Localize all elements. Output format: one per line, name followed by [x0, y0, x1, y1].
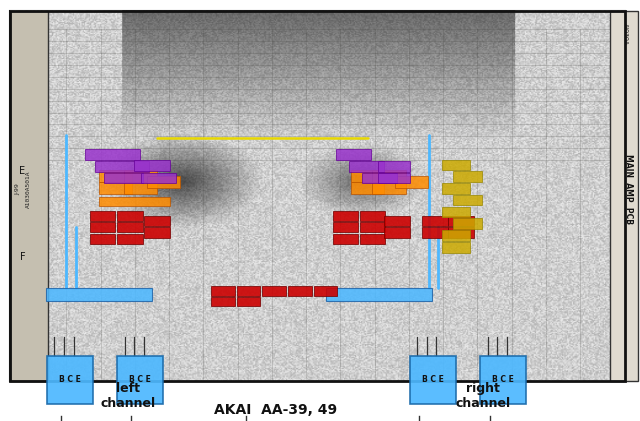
- Bar: [453, 195, 482, 205]
- Bar: [237, 297, 260, 306]
- Bar: [141, 173, 176, 183]
- Bar: [453, 171, 482, 182]
- Bar: [104, 173, 143, 183]
- Bar: [288, 286, 312, 296]
- Bar: [442, 242, 470, 253]
- Bar: [211, 297, 235, 306]
- Bar: [410, 356, 456, 404]
- Text: right
channel: right channel: [456, 382, 511, 410]
- Bar: [134, 160, 170, 171]
- Text: MAIN  AMP  PCB: MAIN AMP PCB: [624, 155, 633, 224]
- Bar: [117, 234, 143, 244]
- Text: AKAI  AA-39, 49: AKAI AA-39, 49: [214, 403, 337, 418]
- Bar: [85, 149, 140, 160]
- Bar: [99, 197, 170, 206]
- Bar: [349, 161, 384, 172]
- Bar: [422, 216, 448, 226]
- Text: left
channel: left channel: [100, 382, 156, 410]
- Bar: [333, 210, 358, 221]
- Bar: [147, 176, 180, 188]
- Bar: [362, 173, 397, 183]
- Bar: [144, 227, 170, 238]
- Bar: [144, 216, 170, 226]
- Text: F: F: [20, 252, 25, 262]
- Bar: [360, 234, 385, 244]
- Bar: [448, 227, 474, 238]
- Bar: [95, 161, 149, 172]
- Bar: [442, 160, 470, 170]
- Bar: [10, 11, 48, 381]
- Bar: [90, 210, 115, 221]
- Bar: [124, 182, 157, 194]
- Text: AI030A: AI030A: [623, 23, 628, 45]
- Bar: [422, 227, 448, 238]
- Bar: [442, 207, 470, 217]
- Bar: [99, 182, 132, 194]
- Text: B C E: B C E: [129, 376, 151, 384]
- Bar: [351, 182, 384, 194]
- Bar: [333, 234, 358, 244]
- Bar: [99, 170, 132, 182]
- Text: E: E: [19, 165, 26, 176]
- Bar: [10, 11, 625, 381]
- Bar: [262, 286, 286, 296]
- Text: J-99: J-99: [15, 184, 20, 195]
- Bar: [237, 286, 260, 296]
- Bar: [453, 218, 482, 229]
- Bar: [372, 170, 406, 182]
- Text: B C E: B C E: [59, 376, 81, 384]
- Text: B C E: B C E: [492, 376, 514, 384]
- Bar: [610, 11, 638, 381]
- Bar: [395, 176, 428, 188]
- Bar: [90, 222, 115, 232]
- Bar: [360, 210, 385, 221]
- Bar: [46, 288, 152, 301]
- Bar: [326, 288, 432, 301]
- Bar: [117, 356, 163, 404]
- Bar: [448, 216, 474, 226]
- Bar: [10, 11, 625, 381]
- Bar: [314, 286, 337, 296]
- Bar: [480, 356, 526, 404]
- Bar: [211, 286, 235, 296]
- Bar: [360, 222, 385, 232]
- Bar: [117, 210, 143, 221]
- Bar: [351, 170, 384, 182]
- Bar: [47, 356, 93, 404]
- Bar: [442, 230, 470, 241]
- Text: A1030A501A: A1030A501A: [26, 171, 31, 208]
- Bar: [378, 173, 410, 183]
- Bar: [90, 234, 115, 244]
- Bar: [117, 222, 143, 232]
- Bar: [442, 183, 470, 194]
- Bar: [372, 182, 406, 194]
- Bar: [384, 216, 410, 226]
- Bar: [378, 161, 410, 172]
- Bar: [384, 227, 410, 238]
- Bar: [336, 149, 371, 160]
- Text: B C E: B C E: [422, 376, 444, 384]
- Bar: [333, 222, 358, 232]
- Bar: [124, 170, 157, 182]
